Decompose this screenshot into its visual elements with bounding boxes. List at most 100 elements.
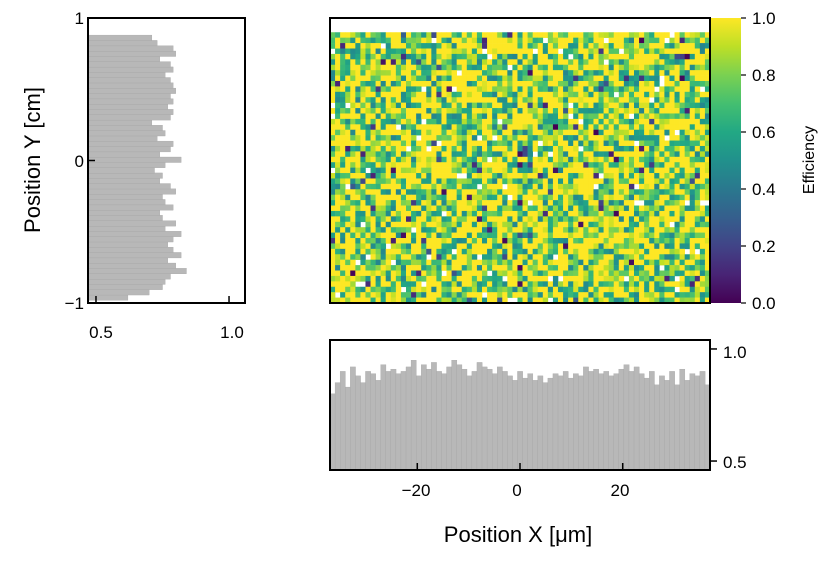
heatmap-cell [542, 118, 549, 125]
heatmap-cell [375, 162, 381, 168]
heatmap-cell [411, 86, 417, 93]
heatmap-cell [608, 221, 615, 228]
heatmap-cell [335, 227, 341, 233]
heatmap-cell [426, 265, 432, 271]
x-projection-bar [481, 366, 488, 471]
heatmap-cell [400, 162, 407, 168]
heatmap-cell [466, 43, 473, 49]
heatmap-cell [537, 108, 544, 114]
heatmap-cell [482, 232, 488, 239]
heatmap-cell [694, 48, 701, 55]
heatmap-cell [446, 178, 452, 185]
heatmap-cell [436, 297, 442, 304]
heatmap-cell [355, 194, 361, 201]
heatmap-cell [704, 232, 711, 239]
heatmap-cell [416, 227, 422, 233]
heatmap-cell [497, 124, 503, 131]
heatmap-cell [618, 167, 625, 174]
heatmap-cell [400, 221, 407, 228]
heatmap-cell [522, 194, 528, 201]
heatmap-cell [699, 162, 706, 168]
heatmap-cell [588, 48, 594, 55]
heatmap-cell [659, 200, 665, 206]
heatmap-cell [659, 194, 665, 201]
heatmap-cell [375, 113, 381, 120]
heatmap-cell [390, 183, 397, 190]
heatmap-cell [461, 75, 468, 82]
heatmap-cell [512, 156, 518, 163]
heatmap-cell [578, 32, 584, 38]
heatmap-cell [603, 216, 609, 223]
heatmap-cell [395, 248, 402, 255]
heatmap-cell [456, 124, 463, 131]
heatmap-cell [471, 70, 478, 76]
heatmap-cell [608, 113, 615, 120]
heatmap-cell [390, 80, 397, 87]
heatmap-cell [573, 286, 579, 293]
heatmap-cell [623, 118, 630, 125]
heatmap-cell [537, 248, 544, 255]
heatmap-cell [446, 145, 452, 152]
heatmap-cell [330, 194, 336, 201]
heatmap-cell [355, 102, 361, 109]
heatmap-cell [598, 140, 604, 147]
heatmap-cell [704, 91, 711, 98]
heatmap-cell [345, 292, 351, 298]
heatmap-cell [547, 243, 554, 250]
heatmap-cell [639, 80, 645, 87]
heatmap-cell [482, 43, 488, 49]
heatmap-cell [360, 210, 366, 217]
heatmap-cell [380, 97, 387, 103]
heatmap-cell [598, 64, 604, 71]
heatmap-cell [659, 108, 665, 114]
heatmap-cell [542, 275, 549, 282]
heatmap-cell [385, 70, 392, 76]
heatmap-cell [679, 227, 685, 233]
heatmap-cell [699, 97, 706, 103]
heatmap-cell [527, 183, 533, 190]
heatmap-cell [563, 200, 569, 206]
heatmap-cell [654, 145, 660, 152]
heatmap-cell [492, 59, 498, 66]
heatmap-cell [451, 178, 457, 185]
heatmap-cell [644, 248, 650, 255]
heatmap-cell [471, 140, 478, 147]
heatmap-cell [350, 275, 356, 282]
heatmap-cell [416, 275, 422, 282]
heatmap-cell [679, 91, 685, 98]
heatmap-cell [350, 135, 356, 141]
heatmap-cell [659, 238, 665, 244]
heatmap-cell [689, 178, 696, 185]
heatmap-cell [669, 254, 675, 260]
heatmap-cell [573, 43, 579, 49]
heatmap-cell [664, 189, 670, 195]
heatmap-cell [385, 194, 392, 201]
heatmap-cell [390, 91, 397, 98]
heatmap-cell [365, 232, 371, 239]
heatmap-cell [634, 48, 640, 55]
heatmap-cell [623, 53, 630, 60]
heatmap-cell [568, 91, 574, 98]
heatmap-cell [563, 232, 569, 239]
heatmap-cell [400, 210, 407, 217]
heatmap-cell [385, 183, 392, 190]
heatmap-cell [654, 270, 660, 277]
heatmap-cell [507, 227, 513, 233]
heatmap-cell [674, 32, 680, 38]
heatmap-cell [487, 135, 493, 141]
heatmap-cell [330, 265, 336, 271]
heatmap-cell [659, 135, 665, 141]
heatmap-cell [340, 108, 346, 114]
heatmap-cell [375, 275, 381, 282]
heatmap-cell [644, 275, 650, 282]
x-projection-bar [476, 362, 483, 471]
heatmap-cell [436, 265, 442, 271]
heatmap-cell [411, 113, 417, 120]
heatmap-cell [654, 243, 660, 250]
heatmap-cell [411, 254, 417, 260]
heatmap-cell [573, 275, 579, 282]
heatmap-cell [654, 43, 660, 49]
heatmap-cell [613, 59, 620, 66]
heatmap-cell [694, 70, 701, 76]
heatmap-cell [446, 80, 452, 87]
